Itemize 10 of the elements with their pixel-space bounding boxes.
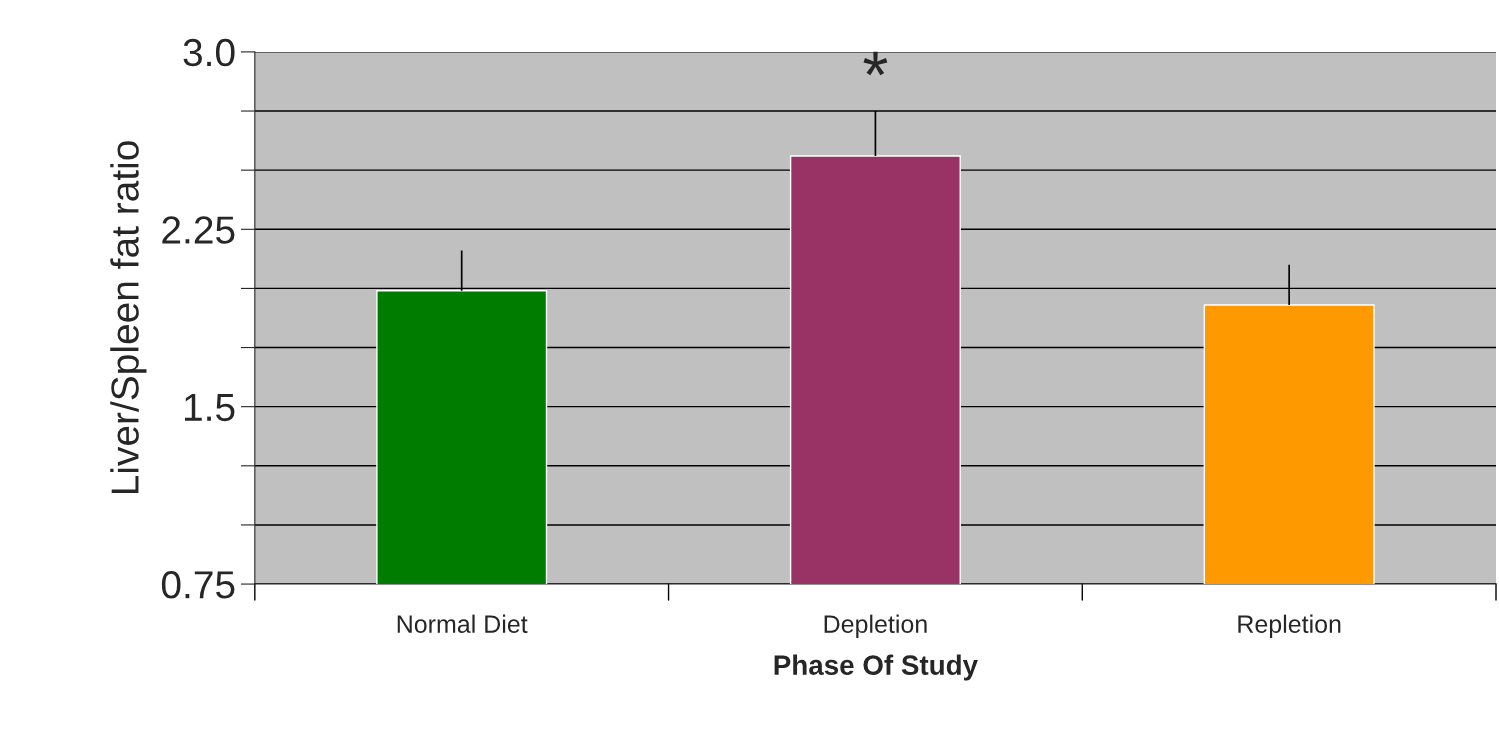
x-tick-label: Normal Diet	[397, 614, 528, 633]
y-tick-label: 1.5	[184, 394, 235, 422]
x-tick-label: Depletion	[824, 614, 927, 638]
y-tick-label: 2.25	[162, 216, 235, 244]
x-axis-title: Phase Of Study	[774, 654, 978, 681]
y-tick-label: 0.75	[161, 571, 235, 599]
x-tick-label: Repletion	[1238, 614, 1341, 638]
y-tick-label: 3.0	[183, 38, 235, 67]
annotation: *	[863, 51, 888, 76]
y-axis-title: Liver/Spleen fat ratio	[110, 141, 147, 494]
